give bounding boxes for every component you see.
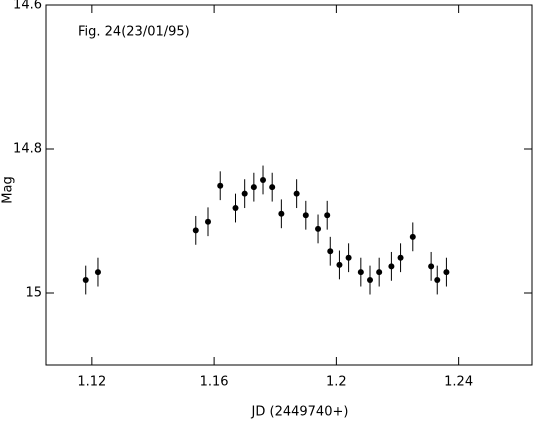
data-point — [94, 269, 101, 276]
data-point — [82, 277, 89, 284]
data-point — [217, 182, 224, 189]
data-point — [357, 269, 364, 276]
data-point — [428, 263, 435, 270]
data-point — [260, 176, 267, 183]
data-point — [388, 263, 395, 270]
data-point — [315, 225, 322, 232]
data-point — [336, 261, 343, 268]
data-point — [205, 218, 211, 225]
y-tick-label: 14.6 — [13, 0, 42, 13]
annotation: Fig. 24(23/01/95) — [78, 25, 190, 40]
data-point — [327, 248, 334, 255]
plot-frame — [45, 4, 533, 366]
data-point — [302, 212, 309, 219]
data-point — [250, 184, 257, 191]
y-tick-label: 14.8 — [13, 142, 42, 157]
data-point — [443, 269, 450, 276]
x-axis-label: JD (2449740+) — [251, 405, 349, 420]
data-point — [192, 227, 199, 234]
data-point — [345, 254, 352, 261]
data-point — [241, 190, 248, 197]
x-tick-label: 1.24 — [444, 375, 473, 390]
data-point — [324, 212, 331, 219]
data-point — [293, 190, 300, 197]
data-point — [376, 269, 383, 276]
x-tick-label: 1.12 — [77, 375, 106, 390]
data-point — [232, 205, 239, 212]
data-point — [278, 210, 285, 217]
data-point — [397, 254, 404, 261]
x-tick-label: 1.2 — [326, 375, 347, 390]
data-point — [409, 233, 416, 240]
x-tick-label: 1.16 — [200, 375, 229, 390]
y-axis-label: Mag — [1, 176, 16, 203]
data-point — [367, 277, 373, 284]
data-point — [434, 277, 441, 284]
y-tick-label: 15 — [25, 286, 42, 301]
data-point — [269, 184, 276, 191]
